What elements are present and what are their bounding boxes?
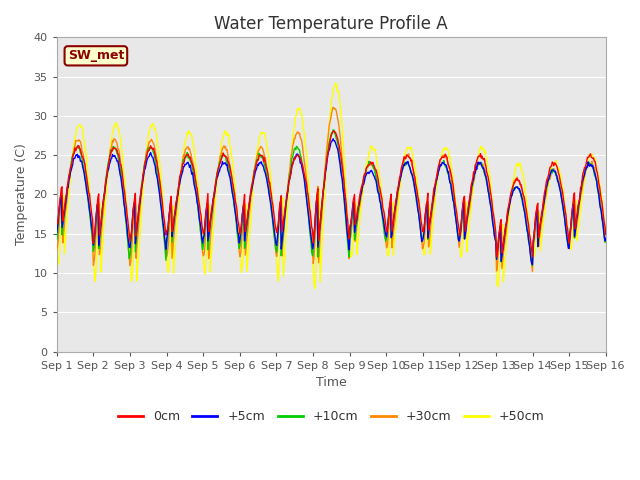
Legend: 0cm, +5cm, +10cm, +30cm, +50cm: 0cm, +5cm, +10cm, +30cm, +50cm [113,405,550,428]
Title: Water Temperature Profile A: Water Temperature Profile A [214,15,448,33]
X-axis label: Time: Time [316,376,347,389]
Y-axis label: Temperature (C): Temperature (C) [15,144,28,245]
Text: SW_met: SW_met [68,49,124,62]
